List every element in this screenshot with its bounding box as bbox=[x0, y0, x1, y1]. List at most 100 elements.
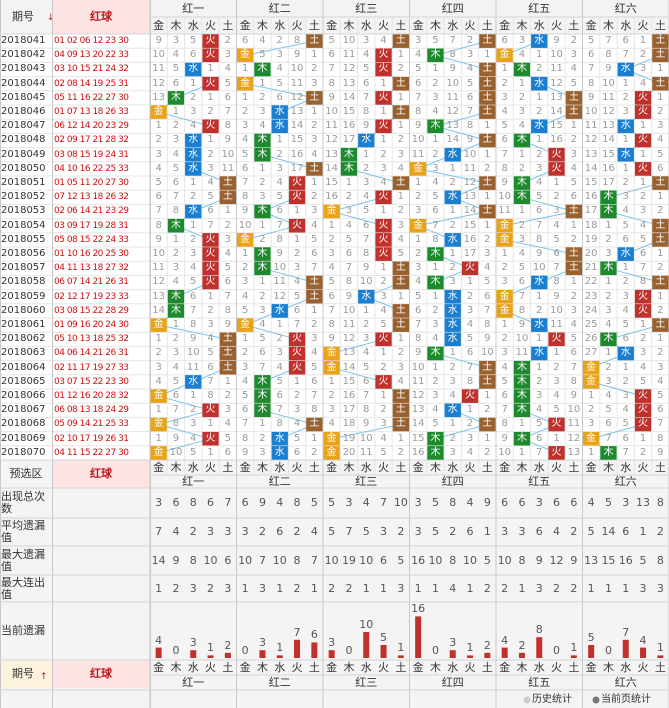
stat-value: 3 bbox=[380, 525, 388, 538]
hit-label: 土 bbox=[482, 106, 493, 118]
element-header: 火 bbox=[378, 460, 390, 474]
hit-label: 土 bbox=[395, 404, 406, 416]
omission-value: 8 bbox=[587, 77, 595, 89]
omission-value: 1 bbox=[293, 233, 301, 245]
trend-line bbox=[158, 424, 211, 440]
omission-value: 1 bbox=[553, 177, 560, 189]
omission-value: 21 bbox=[584, 262, 598, 274]
omission-value: 3 bbox=[259, 304, 266, 316]
omission-bar bbox=[415, 616, 422, 658]
stat-value: 4 bbox=[587, 496, 595, 509]
stat-value: 4 bbox=[362, 496, 370, 509]
omission-value: 7 bbox=[553, 262, 560, 274]
hit-cell bbox=[652, 76, 669, 91]
trend-line bbox=[591, 381, 644, 397]
omission-bar bbox=[259, 650, 266, 658]
omission-value: 2 bbox=[345, 191, 353, 203]
element-header: 水 bbox=[274, 660, 286, 674]
stat-value: 2 bbox=[189, 525, 197, 538]
omission-value: 3 bbox=[224, 49, 232, 61]
hit-cell bbox=[392, 304, 409, 318]
omission-value: 10 bbox=[446, 77, 460, 89]
omission-value: 8 bbox=[224, 120, 232, 132]
omission-value: 5 bbox=[622, 418, 629, 430]
element-header: 水 bbox=[533, 660, 545, 674]
omission-value: 7 bbox=[241, 418, 249, 430]
omission-value: 2 bbox=[553, 191, 560, 203]
hit-label: 土 bbox=[395, 418, 406, 430]
hit-cell bbox=[254, 247, 271, 261]
omission-value: 19 bbox=[584, 233, 598, 245]
omission-value: 14 bbox=[342, 91, 356, 103]
stat-value: 5 bbox=[604, 496, 612, 509]
hit-label: 木 bbox=[257, 390, 268, 402]
omission-value: 7 bbox=[259, 361, 266, 373]
omission-value: 7 bbox=[501, 404, 508, 416]
omission-value: 6 bbox=[657, 162, 664, 174]
red-balls: 01 10 16 20 25 30 bbox=[54, 249, 129, 260]
group-header: 红二 bbox=[268, 1, 291, 15]
hit-label: 火 bbox=[638, 106, 649, 118]
omission-bar-label: 5 bbox=[587, 632, 595, 644]
hit-label: 火 bbox=[292, 177, 303, 189]
omission-value: 4 bbox=[207, 177, 214, 189]
stat-value: 3 bbox=[501, 525, 509, 538]
omission-value: 1 bbox=[449, 205, 456, 217]
omission-bar-label: 7 bbox=[622, 626, 630, 639]
omission-value: 8 bbox=[501, 418, 508, 430]
element-header: 水 bbox=[620, 18, 632, 32]
red-balls: 06 12 14 20 23 29 bbox=[54, 121, 129, 132]
element-header: 火 bbox=[291, 460, 303, 474]
hit-cell bbox=[254, 133, 271, 148]
omission-value: 1 bbox=[484, 432, 491, 444]
omission-value: 4 bbox=[155, 162, 162, 174]
stat-label: 平均遗漏值 bbox=[1, 519, 45, 544]
omission-value: 3 bbox=[622, 290, 629, 302]
omission-value: 1 bbox=[241, 248, 249, 260]
omission-value: 1 bbox=[207, 418, 214, 430]
omission-value: 6 bbox=[466, 347, 474, 359]
hit-cell bbox=[219, 360, 236, 375]
trend-line bbox=[158, 324, 228, 340]
omission-value: 5 bbox=[276, 191, 283, 203]
hit-label: 火 bbox=[378, 191, 389, 203]
hit-cell bbox=[444, 332, 461, 347]
issue-number: 2018058 bbox=[1, 276, 46, 288]
hit-cell bbox=[513, 190, 531, 205]
hit-label: 火 bbox=[378, 333, 389, 345]
element-header: 木 bbox=[429, 660, 441, 674]
omission-value: 5 bbox=[190, 446, 197, 458]
omission-value: 2 bbox=[293, 248, 301, 260]
element-header: 土 bbox=[222, 18, 234, 32]
omission-value: 7 bbox=[224, 290, 232, 302]
legend-radio[interactable] bbox=[592, 696, 600, 704]
omission-value: 13 bbox=[584, 148, 598, 160]
element-header: 火 bbox=[205, 18, 217, 32]
stat-value: 1 bbox=[276, 581, 284, 595]
red-ball-footer: 红球 bbox=[90, 667, 112, 680]
omission-value: 5 bbox=[328, 276, 335, 288]
omission-value: 5 bbox=[570, 333, 578, 345]
red-balls: 04 09 13 20 22 33 bbox=[54, 50, 129, 61]
stat-value: 6 bbox=[172, 496, 180, 509]
hit-cell bbox=[392, 176, 409, 190]
legend-radio[interactable] bbox=[523, 696, 531, 704]
hit-cell bbox=[617, 147, 634, 162]
hit-cell bbox=[358, 289, 375, 304]
hit-label: 火 bbox=[551, 333, 562, 345]
omission-value: 3 bbox=[449, 276, 456, 288]
hit-label: 土 bbox=[482, 134, 493, 146]
hit-label: 金 bbox=[499, 304, 510, 316]
omission-value: 11 bbox=[186, 361, 200, 373]
red-balls: 05 08 15 22 24 33 bbox=[54, 234, 129, 245]
omission-value: 1 bbox=[449, 162, 456, 174]
hit-cell bbox=[219, 346, 236, 361]
omission-value: 2 bbox=[190, 404, 197, 416]
omission-value: 2 bbox=[276, 35, 283, 47]
stat-value: 14 bbox=[151, 553, 166, 567]
hit-label: 土 bbox=[222, 347, 233, 359]
hit-cell bbox=[237, 233, 254, 247]
stat-value: 1 bbox=[414, 581, 422, 595]
omission-value: 12 bbox=[342, 333, 356, 345]
omission-value: 16 bbox=[602, 162, 615, 174]
